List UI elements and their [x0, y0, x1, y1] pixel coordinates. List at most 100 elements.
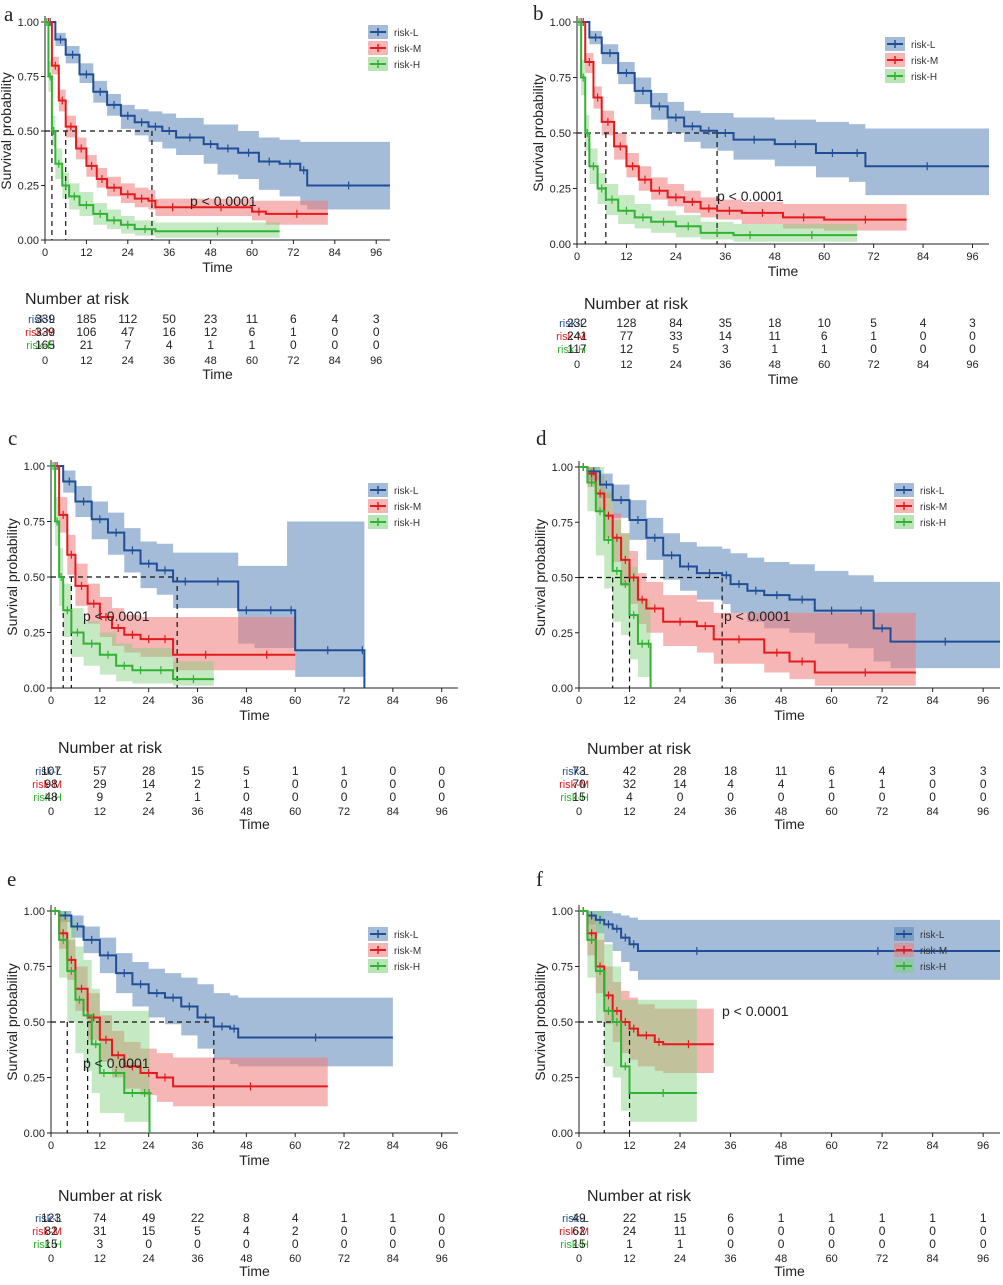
censor-mark	[630, 940, 637, 949]
risk-count: 0	[980, 1237, 987, 1251]
y-tick-label: 1.00	[24, 461, 45, 473]
censor-mark	[672, 193, 679, 202]
ci-band-risk-H	[579, 911, 697, 1122]
censor-mark	[286, 159, 293, 168]
x-tick-label: 48	[769, 251, 781, 263]
censor-mark	[231, 1024, 238, 1033]
risk-x-tick-label: 84	[927, 806, 939, 818]
km-panel-b: b0.000.250.500.751.000 12 24 36 48 60 72 84 96Ti…	[530, 1, 989, 387]
risk-x-tick-label: 0	[574, 359, 580, 371]
risk-x-tick-label: 72	[876, 806, 888, 818]
risk-count: 0	[243, 1237, 250, 1251]
risk-x-tick-label: 12	[94, 806, 106, 818]
risk-x-tick-label: 36	[724, 806, 736, 818]
censor-mark	[590, 162, 597, 171]
risk-count: 4	[166, 338, 173, 352]
risk-x-axis-title: Time	[239, 816, 270, 832]
panel-letter: a	[4, 2, 14, 26]
censor-mark	[702, 622, 709, 631]
censor-mark	[102, 612, 109, 621]
risk-count: 4	[727, 777, 734, 791]
censor-mark	[129, 546, 136, 555]
risk-count: 14	[719, 329, 733, 343]
x-tick-label: 72	[876, 1140, 888, 1152]
x-tick-label: 60	[289, 1140, 301, 1152]
censor-mark	[288, 606, 295, 615]
y-tick-label: 0.25	[24, 1073, 45, 1085]
risk-count: 1	[292, 764, 299, 778]
risk-count: 3	[929, 764, 936, 778]
risk-count: 1	[626, 1237, 633, 1251]
censor-mark	[722, 129, 729, 137]
km-curve-risk-H	[45, 21, 280, 233]
y-tick-label: 0.50	[552, 1017, 573, 1029]
censor-mark	[862, 215, 869, 224]
x-tick-label: 12	[94, 1140, 106, 1152]
risk-count: 6	[249, 325, 256, 339]
censor-mark	[622, 1062, 629, 1071]
censor-mark	[50, 462, 57, 470]
censor-mark	[111, 100, 117, 109]
x-tick-label: 84	[927, 695, 939, 707]
risk-count: 11	[775, 764, 788, 778]
x-tick-label: 72	[338, 1140, 350, 1152]
x-tick-label: 84	[927, 1140, 939, 1152]
risk-count: 0	[373, 338, 380, 352]
y-tick-label: 0.50	[18, 126, 39, 138]
risk-count: 0	[292, 1237, 299, 1251]
x-tick-label: 84	[329, 247, 341, 259]
y-axis-title: Survival probability	[0, 72, 14, 190]
ci-band-risk-H	[51, 466, 214, 686]
censor-mark	[660, 217, 667, 226]
y-tick-label: 0.75	[552, 962, 573, 974]
censor-mark	[137, 980, 144, 989]
risk-x-axis-title: Time	[202, 366, 233, 382]
risk-count: 15	[44, 1237, 58, 1251]
legend-label: risk-H	[394, 60, 420, 71]
risk-x-axis-title: Time	[774, 1263, 805, 1279]
risk-count: 3	[980, 764, 987, 778]
censor-mark	[57, 35, 64, 44]
y-tick-label: 0.25	[24, 628, 45, 640]
censor-mark	[588, 935, 595, 944]
risk-x-tick-label: 0	[576, 1253, 582, 1265]
risk-x-tick-label: 96	[977, 806, 989, 818]
risk-x-tick-label: 96	[370, 355, 382, 367]
risk-count: 0	[341, 1224, 348, 1238]
censor-mark	[104, 951, 111, 960]
x-tick-label: 84	[387, 695, 399, 707]
x-axis-title: Time	[774, 707, 805, 723]
risk-count: 1	[879, 1211, 886, 1225]
risk-x-tick-label: 72	[287, 355, 299, 367]
risk-count: 16	[163, 325, 177, 339]
legend-label: risk-H	[920, 518, 946, 529]
x-axis-title: Time	[239, 707, 270, 723]
censor-mark	[68, 550, 75, 559]
risk-row-label: risk-L	[35, 766, 62, 778]
y-tick-label: 0.25	[552, 628, 573, 640]
censor-mark	[145, 635, 152, 644]
risk-count: 0	[194, 1237, 201, 1251]
x-tick-label: 36	[163, 247, 175, 259]
censor-mark	[60, 935, 67, 944]
censor-mark	[588, 911, 595, 920]
risk-count: 0	[727, 790, 734, 804]
censor-mark	[83, 70, 90, 79]
censor-mark	[113, 528, 120, 537]
censor-mark	[792, 140, 799, 149]
risk-count: 28	[673, 764, 687, 778]
risk-count: 18	[724, 764, 738, 778]
risk-count: 1	[290, 325, 297, 339]
censor-mark	[586, 57, 593, 66]
censor-mark	[96, 515, 103, 524]
censor-mark	[643, 1031, 650, 1040]
censor-mark	[714, 228, 721, 237]
censor-mark	[166, 127, 173, 135]
censor-mark	[656, 102, 663, 111]
ci-band-risk-L	[51, 911, 393, 1067]
censor-mark	[182, 577, 189, 586]
censor-mark	[618, 496, 625, 505]
censor-mark	[186, 1002, 193, 1011]
censor-mark	[603, 480, 610, 489]
